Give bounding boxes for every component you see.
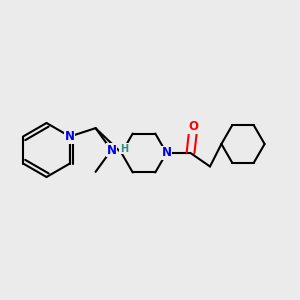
Text: N: N	[65, 130, 75, 143]
Text: N: N	[161, 146, 172, 160]
Text: O: O	[188, 120, 198, 133]
Text: N: N	[106, 143, 116, 157]
Text: H: H	[120, 143, 128, 154]
